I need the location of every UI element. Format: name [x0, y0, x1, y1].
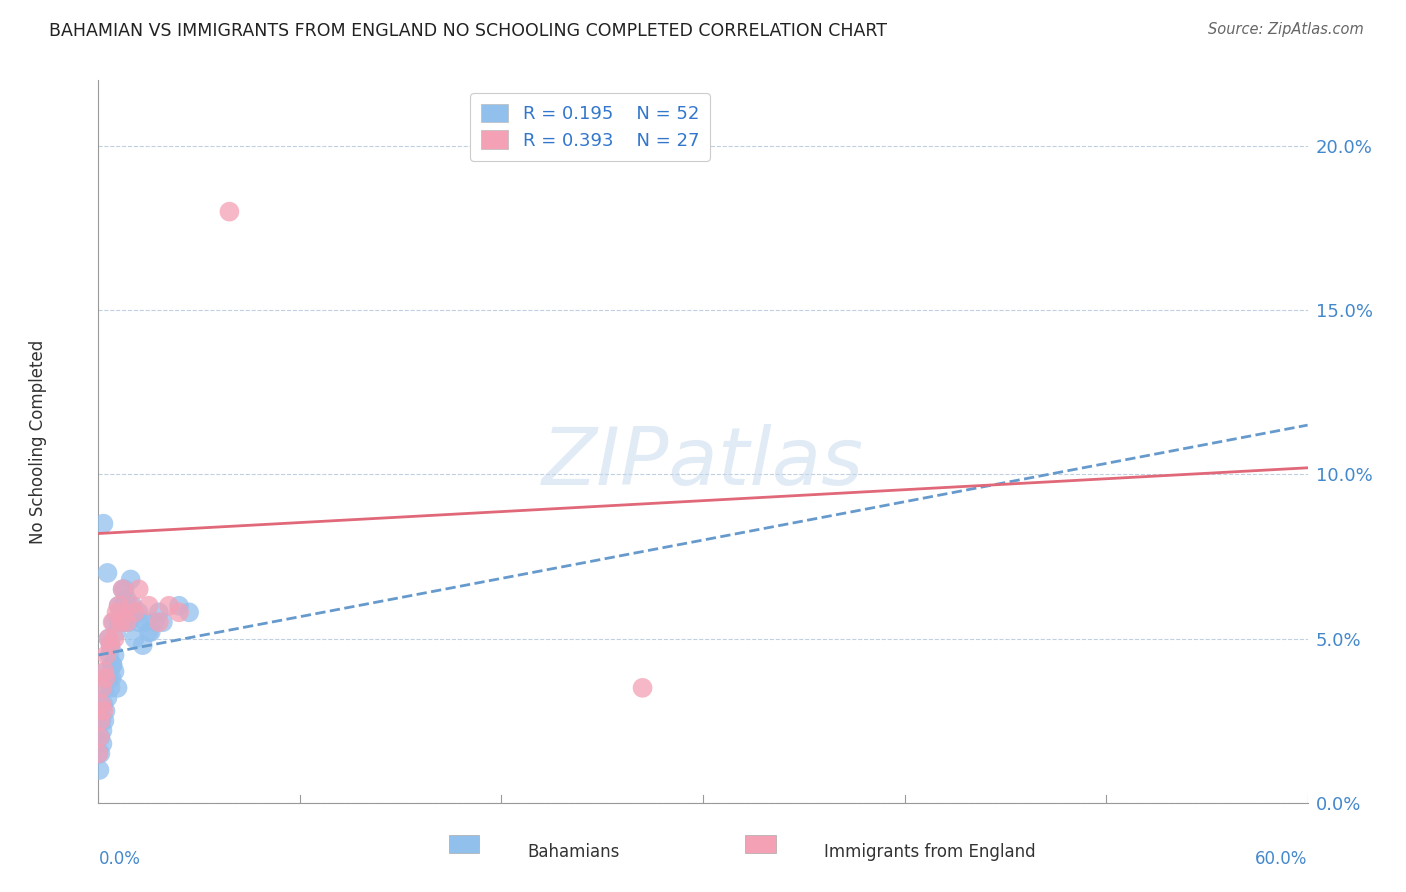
Point [90, 698, 112, 712]
Point [97, 632, 120, 646]
Point [93, 698, 115, 712]
Point [94, 671, 117, 685]
Point [98, 648, 121, 662]
Point [101, 657, 124, 672]
FancyBboxPatch shape [449, 835, 479, 854]
Point [89, 747, 111, 761]
Point [124, 632, 146, 646]
Point [167, 605, 190, 619]
Point [120, 573, 142, 587]
Point [91, 723, 114, 738]
Point [132, 638, 155, 652]
Point [107, 599, 129, 613]
Point [105, 625, 128, 640]
Point [93, 665, 115, 679]
Point [89, 730, 111, 744]
Point [87, 747, 110, 761]
Point [90, 714, 112, 728]
Text: Bahamians: Bahamians [527, 843, 620, 861]
Point [107, 681, 129, 695]
Point [128, 582, 150, 597]
Point [96, 566, 118, 580]
Point [148, 605, 170, 619]
Point [118, 615, 141, 630]
Point [111, 582, 134, 597]
Point [93, 681, 115, 695]
Point [218, 204, 240, 219]
Point [101, 615, 124, 630]
Point [103, 648, 125, 662]
Point [103, 665, 125, 679]
Point [100, 638, 122, 652]
Point [138, 625, 160, 640]
Point [107, 615, 129, 630]
Legend: R = 0.195    N = 52, R = 0.393    N = 27: R = 0.195 N = 52, R = 0.393 N = 27 [470, 93, 710, 161]
Point [120, 599, 142, 613]
Point [115, 615, 138, 630]
Point [139, 625, 162, 640]
Text: ZIPatlas: ZIPatlas [541, 425, 865, 502]
Point [97, 671, 120, 685]
Point [91, 681, 114, 695]
Text: Source: ZipAtlas.com: Source: ZipAtlas.com [1208, 22, 1364, 37]
Text: 60.0%: 60.0% [1256, 850, 1308, 868]
Point [94, 704, 117, 718]
Point [89, 763, 111, 777]
Point [111, 582, 134, 597]
Point [631, 681, 654, 695]
Point [96, 648, 118, 662]
Point [100, 681, 122, 695]
Point [87, 747, 110, 761]
Point [100, 671, 122, 685]
Point [115, 592, 138, 607]
Point [134, 615, 156, 630]
Point [89, 714, 111, 728]
Point [100, 638, 122, 652]
Point [89, 730, 111, 744]
Point [167, 599, 190, 613]
Point [96, 690, 118, 705]
Point [179, 605, 201, 619]
Point [96, 665, 118, 679]
Point [105, 605, 128, 619]
Point [103, 615, 125, 630]
Point [121, 599, 143, 613]
Point [143, 615, 166, 630]
Point [138, 599, 160, 613]
Point [93, 714, 115, 728]
Text: No Schooling Completed: No Schooling Completed [30, 340, 46, 543]
FancyBboxPatch shape [745, 835, 776, 854]
Point [103, 632, 125, 646]
Point [114, 615, 136, 630]
Point [128, 605, 150, 619]
Point [118, 605, 141, 619]
Point [91, 737, 114, 751]
Text: Immigrants from England: Immigrants from England [824, 843, 1036, 861]
Point [110, 615, 132, 630]
Point [110, 605, 132, 619]
Point [152, 615, 174, 630]
Point [124, 605, 146, 619]
Point [128, 615, 150, 630]
Point [93, 516, 115, 531]
Point [97, 632, 120, 646]
Text: 0.0%: 0.0% [98, 850, 141, 868]
Text: BAHAMIAN VS IMMIGRANTS FROM ENGLAND NO SCHOOLING COMPLETED CORRELATION CHART: BAHAMIAN VS IMMIGRANTS FROM ENGLAND NO S… [49, 22, 887, 40]
Point [107, 599, 129, 613]
Point [111, 599, 134, 613]
Point [157, 599, 180, 613]
Point [148, 615, 170, 630]
Point [114, 582, 136, 597]
Point [93, 704, 115, 718]
Point [101, 657, 124, 672]
